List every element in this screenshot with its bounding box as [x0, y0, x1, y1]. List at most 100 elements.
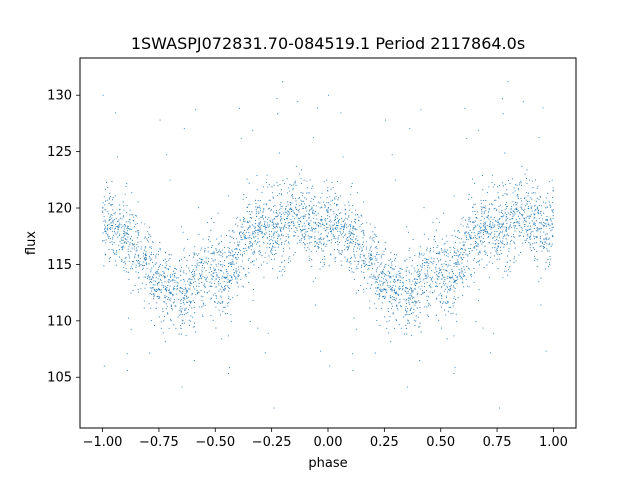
data-point [186, 297, 188, 299]
data-point [300, 178, 302, 180]
data-point [182, 300, 184, 302]
data-point [150, 235, 152, 238]
data-point [311, 227, 313, 229]
data-point [323, 243, 325, 245]
data-point [306, 180, 308, 182]
data-point [192, 300, 194, 302]
y-tick-label: 130 [47, 89, 72, 104]
data-point [480, 226, 482, 228]
data-point [177, 284, 179, 286]
data-point [413, 283, 416, 285]
data-point [476, 211, 478, 213]
data-point [404, 314, 406, 316]
data-point [464, 241, 466, 243]
data-point [470, 237, 472, 239]
data-point [325, 220, 327, 222]
data-point [526, 203, 528, 205]
data-point [394, 293, 396, 295]
data-point [390, 258, 392, 260]
data-point [278, 193, 281, 195]
data-point [525, 178, 528, 180]
data-point [529, 238, 531, 240]
data-point [369, 276, 371, 278]
data-point [383, 288, 385, 290]
data-point [535, 200, 537, 202]
data-point [326, 226, 328, 228]
data-point [329, 231, 331, 233]
data-point [457, 297, 459, 299]
data-point [129, 257, 131, 259]
data-point [289, 190, 291, 192]
data-point [506, 243, 508, 245]
data-point [155, 255, 157, 257]
data-point [275, 225, 277, 228]
data-point [449, 306, 452, 308]
data-point [177, 316, 179, 318]
data-point [254, 232, 256, 234]
data-point [344, 256, 346, 258]
data-point [193, 252, 195, 254]
data-point [508, 227, 510, 229]
data-point [131, 267, 133, 270]
data-point [522, 230, 524, 232]
data-point [315, 222, 317, 225]
data-point [206, 281, 208, 283]
data-point [525, 220, 527, 222]
data-point [323, 262, 325, 264]
data-point [434, 272, 436, 274]
data-point [380, 290, 382, 292]
data-point [262, 235, 264, 237]
data-point [280, 234, 283, 236]
data-point [369, 287, 372, 289]
data-point [527, 195, 529, 197]
data-point [419, 301, 421, 304]
data-point [150, 319, 152, 321]
data-point [436, 278, 438, 280]
data-point [185, 295, 187, 297]
data-point [299, 205, 301, 207]
data-point [281, 206, 283, 208]
data-point [129, 243, 131, 245]
data-point [151, 281, 153, 283]
data-point [135, 214, 137, 216]
data-point [104, 228, 106, 230]
data-point [357, 243, 359, 245]
data-point [488, 208, 490, 210]
data-point [256, 174, 258, 176]
data-point [140, 241, 142, 243]
data-point [187, 309, 189, 311]
data-point [529, 232, 531, 234]
data-point [115, 234, 117, 236]
data-point [426, 261, 428, 263]
data-point [200, 259, 203, 261]
data-point [406, 292, 408, 294]
data-point [232, 297, 234, 299]
data-point [326, 179, 328, 181]
data-point [275, 223, 277, 225]
data-point [279, 220, 282, 222]
data-point [297, 221, 299, 223]
data-point [363, 260, 365, 262]
data-point [277, 185, 279, 187]
data-point [295, 207, 297, 209]
data-point [139, 257, 141, 259]
data-point [231, 236, 233, 238]
data-point [463, 275, 465, 277]
data-point [200, 290, 202, 292]
data-point [414, 324, 416, 327]
data-point [330, 200, 332, 202]
data-point [106, 199, 108, 201]
data-point [129, 222, 131, 224]
data-point [186, 280, 188, 282]
data-point [452, 302, 454, 304]
data-point [292, 210, 294, 212]
data-point [231, 249, 233, 251]
data-point [441, 238, 443, 240]
data-point [228, 290, 230, 292]
data-point [306, 243, 308, 245]
data-point [158, 288, 160, 290]
data-point [156, 302, 158, 304]
data-point [380, 271, 382, 273]
data-point [217, 269, 219, 271]
data-point [169, 265, 171, 267]
